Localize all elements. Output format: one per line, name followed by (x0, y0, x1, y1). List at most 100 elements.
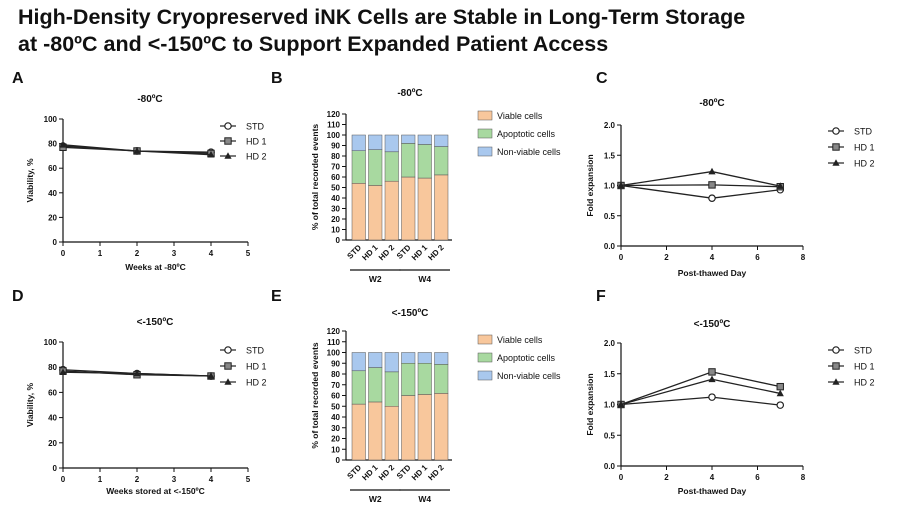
legend-label: HD 1 (246, 137, 267, 147)
bar-segment-viable-cells (434, 174, 449, 241)
x-axis-label: Post-thawed Day (678, 268, 747, 278)
bar-segment-viable-cells (384, 406, 399, 461)
group-label: W4 (418, 274, 431, 284)
legend-label: Viable cells (497, 111, 543, 121)
group-label: W2 (369, 274, 382, 284)
legend-swatch (477, 146, 493, 157)
bar-segment-non-viable-cells (384, 134, 399, 153)
y-tick-label: 60 (48, 388, 57, 397)
bar-segment-non-viable-cells (417, 352, 432, 364)
x-tick-label: 8 (801, 473, 806, 482)
y-tick-label: 1.5 (604, 370, 616, 379)
legend-marker (832, 159, 840, 166)
x-tick-label: 3 (172, 475, 177, 484)
category-label: STD (395, 463, 413, 481)
legend-swatch (477, 110, 493, 121)
x-tick-label: 6 (755, 253, 760, 262)
legend-label: HD 1 (246, 362, 267, 372)
panel-title: <-150ºC (694, 319, 731, 330)
legend-swatch (477, 128, 493, 139)
category-label: HD 1 (360, 243, 380, 263)
y-tick-label: 50 (331, 402, 340, 411)
category-label: HD 1 (410, 243, 430, 263)
y-tick-label: 0 (53, 238, 58, 247)
y-tick-label: 1.5 (604, 151, 616, 160)
y-tick-label: 0.0 (604, 462, 616, 471)
legend-swatch (477, 334, 493, 345)
y-tick-label: 60 (331, 173, 340, 182)
y-tick-label: 100 (44, 338, 58, 347)
legend-label: HD 2 (854, 378, 875, 388)
category-label: HD 2 (377, 463, 397, 483)
bar-segment-apoptotic-cells (417, 144, 432, 179)
bar-segment-non-viable-cells (434, 352, 449, 365)
panel-title: -80ºC (699, 98, 724, 109)
series-line (620, 184, 781, 199)
y-tick-label: 40 (48, 414, 57, 423)
x-axis-label: Post-thawed Day (678, 486, 747, 496)
legend-label: HD 2 (854, 159, 875, 169)
legend-label: HD 1 (854, 143, 875, 153)
panel-title: -80ºC (137, 94, 162, 105)
bar-segment-apoptotic-cells (401, 363, 416, 396)
legend-label: Non-viable cells (497, 147, 561, 157)
category-label: HD 1 (360, 463, 380, 483)
x-tick-label: 2 (135, 249, 140, 258)
y-axis-label: Fold expansion (585, 154, 595, 216)
bar-segment-non-viable-cells (401, 352, 416, 364)
category-label: STD (345, 463, 363, 481)
bar-segment-apoptotic-cells (368, 149, 383, 186)
y-tick-label: 60 (331, 392, 340, 401)
y-tick-label: 20 (331, 215, 340, 224)
bar-segment-viable-cells (401, 395, 416, 461)
panel-letter: C (596, 70, 608, 87)
data-point-circle (708, 393, 716, 401)
series-line (620, 170, 781, 187)
bar-segment-apoptotic-cells (434, 146, 449, 176)
bar-segment-apoptotic-cells (384, 151, 399, 182)
category-label: HD 2 (377, 243, 397, 263)
panel-letter: F (596, 288, 606, 305)
data-point-circle (708, 194, 716, 203)
x-tick-label: 6 (755, 473, 760, 482)
bar-segment-non-viable-cells (417, 134, 432, 145)
y-axis-label: % of total recorded events (310, 342, 320, 449)
y-tick-label: 120 (327, 110, 341, 119)
y-tick-label: 0.0 (604, 242, 616, 251)
x-tick-label: 0 (61, 249, 66, 258)
data-point-square (776, 382, 784, 391)
legend-marker (224, 137, 232, 145)
legend-label: Apoptotic cells (497, 129, 556, 139)
legend-marker (832, 378, 840, 385)
y-axis-label: Fold expansion (585, 373, 595, 435)
y-tick-label: 2.0 (604, 339, 616, 348)
panel-f: F <-150ºC 0.0 0.5 1.0 1.5 2.0 0 2 4 6 8 Post-thawed … (585, 288, 875, 496)
y-tick-label: 20 (48, 213, 57, 222)
legend-label: STD (246, 122, 265, 132)
y-axis-label: Viability, % (25, 158, 35, 203)
bar-segment-viable-cells (351, 403, 366, 461)
legend-label: Non-viable cells (497, 371, 561, 381)
x-tick-label: 5 (246, 475, 251, 484)
y-axis-label: % of total recorded events (310, 124, 320, 231)
panel-d: D <-150ºC 0 20 40 60 80 100 0 1 2 3 4 5 Weeks stored a… (12, 288, 267, 496)
data-point-triangle (207, 150, 215, 158)
category-label: HD 2 (426, 463, 446, 483)
y-tick-label: 100 (327, 349, 341, 358)
x-tick-label: 3 (172, 249, 177, 258)
category-label: STD (395, 243, 413, 261)
group-label: W4 (418, 494, 431, 504)
data-point-triangle (708, 167, 716, 175)
y-tick-label: 0.5 (604, 212, 616, 221)
x-tick-label: 0 (619, 253, 624, 262)
y-tick-label: 40 (331, 194, 340, 203)
data-point-circle (776, 401, 785, 409)
y-tick-label: 70 (331, 163, 340, 172)
panel-letter: D (12, 288, 24, 305)
y-tick-label: 1.0 (604, 401, 616, 410)
legend-marker (832, 346, 840, 354)
bar-segment-viable-cells (417, 394, 432, 461)
bar-segment-non-viable-cells (368, 134, 383, 150)
bar-segment-viable-cells (368, 401, 383, 461)
